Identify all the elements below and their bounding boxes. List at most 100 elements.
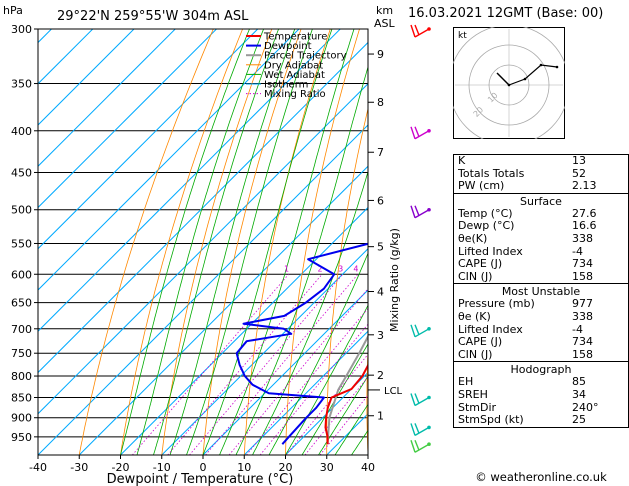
dry-adiabat	[243, 29, 331, 455]
surface-label: CAPE (J)	[458, 257, 503, 271]
pressure-unit: hPa	[3, 4, 23, 17]
temperature-tick-label: 0	[200, 461, 207, 474]
hodograph-section: Hodograph EH 85 SREH 34 StmDir 240° StmSpd (kt…	[454, 361, 628, 426]
surface-row: Temp (°C) 27.6	[454, 206, 628, 221]
height-tick-label: 2	[377, 369, 384, 382]
most-unstable-value: 734	[572, 335, 593, 349]
isotherm	[38, 29, 300, 291]
wind-barb-dot	[427, 442, 431, 447]
mixing-ratio-line	[228, 288, 368, 455]
wet-adiabat	[186, 29, 313, 455]
hodograph-stat-row: SREH 34	[454, 387, 628, 402]
hodograph-point	[523, 77, 527, 81]
hodograph-title: Hodograph	[510, 363, 572, 377]
mixing-ratio-line	[285, 353, 368, 455]
legend-label: Parcel Trajectory	[264, 51, 347, 62]
mixing-ratio-line	[189, 274, 344, 455]
wind-barb	[414, 443, 430, 453]
isotherm	[38, 29, 135, 126]
height-unit-top: km	[376, 4, 393, 17]
pressure-tick-label: 550	[11, 237, 32, 250]
storm-motion-arrow	[496, 72, 510, 86]
hodograph-unit: kt	[458, 31, 467, 41]
hodograph-stat-row: EH 85	[454, 376, 628, 389]
wind-barb-flag	[410, 440, 416, 453]
wet-adiabat	[169, 29, 296, 455]
most-unstable-value: 158	[572, 347, 593, 361]
temperature-tick-label: 40	[361, 461, 375, 474]
wet-adiabat	[334, 403, 368, 455]
wind-barb-dot	[427, 128, 431, 133]
mixing-ratio-label: 15	[427, 264, 437, 273]
most-unstable-section: Most Unstable Pressure (mb) 977 θe (K) 338 L…	[454, 283, 628, 361]
wind-barb-flag	[410, 24, 416, 38]
wind-barb-flag	[414, 126, 420, 138]
wet-adiabat	[202, 29, 333, 455]
isotherm	[0, 29, 10, 455]
surface-label: CIN (J)	[458, 269, 493, 283]
wind-barb	[414, 328, 430, 338]
legend-label: Mixing Ratio	[264, 89, 326, 100]
most-unstable-title: Most Unstable	[501, 285, 581, 299]
wind-barb-flag	[410, 423, 416, 436]
height-tick-label: 9	[377, 48, 384, 61]
pressure-tick-label: 650	[11, 297, 32, 310]
x-axis-label: Dewpoint / Temperature (°C)	[107, 472, 294, 486]
surface-label: Lifted Index	[458, 244, 523, 258]
most-unstable-row: θe (K) 338	[454, 309, 628, 324]
pressure-tick-label: 400	[11, 125, 32, 138]
isotherm	[38, 29, 176, 167]
wind-barb-flag	[414, 324, 420, 336]
hodograph-stat-label: StmDir	[458, 400, 497, 414]
height-tick-label: 6	[377, 194, 384, 207]
hodograph-stat-value: 25	[572, 413, 586, 427]
surface-value: 27.6	[572, 206, 597, 220]
height-tick-label: 7	[377, 146, 384, 159]
wet-adiabat	[301, 343, 368, 455]
mixing-ratio-axis-label: Mixing Ratio (g/kg)	[388, 228, 401, 332]
height-unit-bottom: ASL	[374, 17, 396, 30]
hodograph-stat-label: EH	[458, 375, 474, 389]
pressure-tick-label: 800	[11, 370, 32, 383]
legend-label: Dry Adiabat	[264, 60, 323, 71]
temperature-tick-label: 20	[279, 461, 293, 474]
wet-adiabat	[219, 29, 355, 455]
dewpoint-line	[235, 242, 368, 445]
hodograph-stat-label: StmSpd (kt)	[458, 413, 524, 427]
mixing-ratio-label: 2	[318, 264, 323, 273]
pressure-tick-label: 950	[11, 431, 32, 444]
surface-row: CIN (J) 158	[454, 269, 628, 284]
index-row: Totals Totals 52	[454, 167, 628, 181]
surface-value: 338	[572, 231, 593, 245]
most-unstable-value: 338	[572, 309, 593, 323]
pressure-tick-label: 700	[11, 323, 32, 336]
wet-adiabat	[235, 65, 368, 455]
wet-adiabat	[136, 29, 264, 455]
mixing-ratio-label: 10	[402, 264, 412, 273]
surface-label: Dewp (°C)	[458, 219, 515, 233]
hodograph-stat-row: StmSpd (kt) 25	[454, 413, 628, 427]
surface-title: Surface	[520, 194, 562, 208]
copyright: © weatheronline.co.uk	[475, 470, 607, 484]
datetime-title: 16.03.2021 12GMT (Base: 00)	[408, 6, 604, 21]
dry-adiabat	[406, 29, 448, 455]
legend-label: Dewpoint	[264, 41, 312, 52]
dry-adiabat	[202, 29, 302, 455]
temperature-tick-label: -10	[153, 461, 171, 474]
isotherm	[38, 124, 368, 455]
wind-barb-flag	[414, 205, 420, 217]
most-unstable-value: 977	[572, 297, 593, 311]
surface-section: Surface Temp (°C) 27.6 Dewp (°C) 16.6 θe(K) 3…	[454, 192, 628, 284]
temperature-tick-label: -30	[70, 461, 88, 474]
most-unstable-value: -4	[572, 322, 583, 336]
wind-barb-flag	[414, 423, 420, 434]
wind-barb	[414, 396, 430, 407]
wind-barb-dot	[427, 395, 431, 400]
most-unstable-row: CAPE (J) 734	[454, 336, 628, 349]
wind-barb-flag	[414, 393, 420, 404]
indices-panel: K 13 Totals Totals 52 PW (cm) 2.13 Surface Te…	[453, 154, 629, 428]
isotherm	[161, 248, 368, 455]
hodograph-stat-value: 34	[572, 387, 586, 401]
surface-value: 16.6	[572, 219, 597, 233]
